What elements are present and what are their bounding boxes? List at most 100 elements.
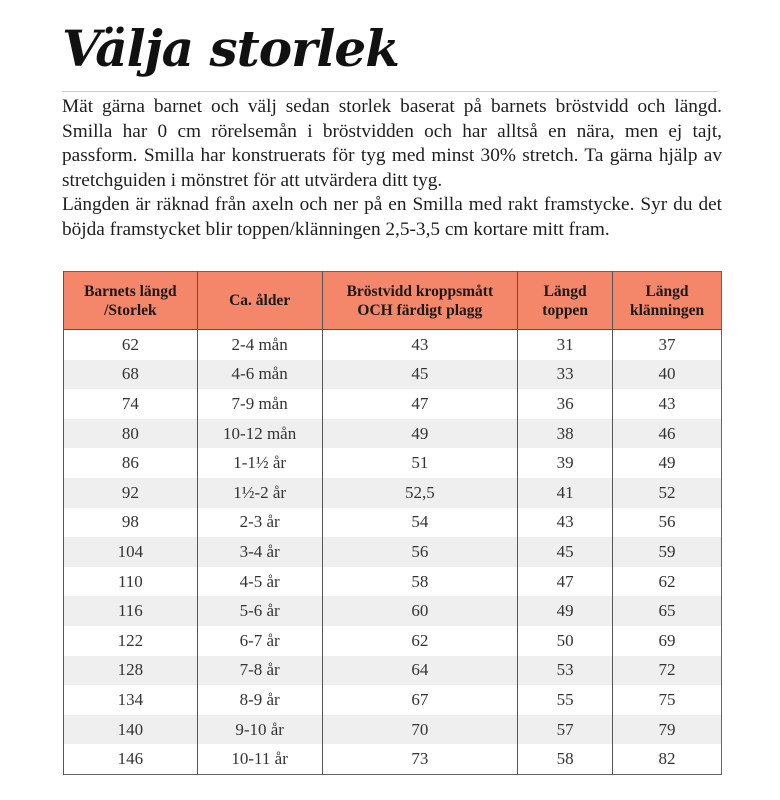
table-cell: 70 [321,714,518,745]
intro-paragraph: Mät gärna barnet och välj sedan storlek … [62,96,722,191]
table-cell: 10-12 mån [196,418,323,449]
table-cell: 82 [612,744,722,775]
table-row: 110 4-5 år 58 47 62 [63,566,722,597]
table-cell: 43 [517,507,613,538]
table-cell: 9-10 år [196,714,323,745]
table-cell: 4-5 år [196,566,323,597]
table-cell: 47 [517,566,613,597]
table-cell: 62 [321,625,518,656]
table-cell: 62 [612,566,722,597]
table-row: 68 4-6 mån 45 33 40 [63,359,722,390]
table-cell: 57 [517,714,613,745]
column-header-line: Ca. ålder [229,292,291,309]
table-cell: 1-1½ år [196,448,323,478]
table-cell: 7-9 mån [196,389,323,419]
table-cell: 2-3 år [196,507,323,538]
table-cell: 74 [63,389,198,419]
column-header-line: OCH färdigt plagg [357,301,483,319]
column-header-line: /Storlek [104,301,157,319]
table-cell: 6-7 år [196,625,323,656]
size-table: Barnets längd/Storlek Ca. ålder Bröstvidd … [63,271,722,775]
table-cell: 86 [63,448,198,478]
table-cell: 37 [612,329,722,360]
table-cell: 92 [63,477,198,508]
table-row: 80 10-12 mån 49 38 46 [63,418,722,449]
table-cell: 38 [517,418,613,449]
table-cell: 3-4 år [196,537,323,567]
table-cell: 8-9 år [196,685,323,715]
table-cell: 79 [612,714,722,745]
table-cell: 98 [63,507,198,538]
table-row: 134 8-9 år 67 55 75 [63,685,722,715]
table-row: 62 2-4 mån 43 31 37 [63,329,722,360]
table-cell: 140 [63,714,198,745]
table-cell: 51 [321,448,518,478]
table-cell: 36 [517,389,613,419]
table-row: 146 10-11 år 73 58 82 [63,744,722,775]
column-header-line: Längd [645,282,689,300]
table-row: 122 6-7 år 62 50 69 [63,625,722,656]
table-cell: 45 [321,359,518,390]
column-header-line: toppen [542,301,588,319]
table-row: 98 2-3 år 54 43 56 [63,507,722,538]
column-header: Längd klänningen [612,271,722,330]
table-row: 86 1-1½ år 51 39 49 [63,448,722,478]
table-cell: 58 [321,566,518,597]
table-cell: 58 [517,744,613,775]
table-header-row: Barnets längd/Storlek Ca. ålder Bröstvidd … [63,271,722,330]
column-header-line: klänningen [629,301,705,319]
table-cell: 43 [321,329,518,360]
table-cell: 73 [321,744,518,775]
table-cell: 49 [517,596,613,626]
table-cell: 80 [63,418,198,449]
table-cell: 46 [612,418,722,449]
table-cell: 56 [612,507,722,538]
table-cell: 45 [517,537,613,567]
table-cell: 67 [321,685,518,715]
column-header: Ca. ålder [196,271,323,330]
table-cell: 62 [63,329,198,360]
table-cell: 41 [517,477,613,508]
table-cell: 10-11 år [196,744,323,775]
table-cell: 47 [321,389,518,419]
table-cell: 68 [63,359,198,390]
intro-paragraph: Längden är räknad från axeln och ner på … [62,194,722,240]
table-cell: 1½-2 år [196,477,323,508]
table-row: 104 3-4 år 56 45 59 [63,537,722,567]
table-row: 116 5-6 år 60 49 65 [63,596,722,626]
table-cell: 33 [517,359,613,390]
column-header-line: Barnets längd [84,282,177,300]
table-cell: 110 [63,566,198,597]
table-cell: 104 [63,537,198,567]
table-cell: 65 [612,596,722,626]
table-cell: 2-4 mån [196,329,323,360]
table-cell: 72 [612,655,722,686]
table-cell: 54 [321,507,518,538]
table-cell: 56 [321,537,518,567]
table-row: 74 7-9 mån 47 36 43 [63,389,722,419]
table-cell: 4-6 mån [196,359,323,390]
table-cell: 64 [321,655,518,686]
table-cell: 146 [63,744,198,775]
table-cell: 52,5 [321,477,518,508]
column-header-line: Längd [543,282,587,300]
table-cell: 31 [517,329,613,360]
column-header: Barnets längd/Storlek [63,271,198,330]
table-cell: 50 [517,625,613,656]
title-divider [62,91,718,92]
table-cell: 75 [612,685,722,715]
column-header-line: Bröstvidd kroppsmått [346,282,494,300]
intro-text: Mät gärna barnet och välj sedan storlek … [62,95,722,242]
table-row: 128 7-8 år 64 53 72 [63,655,722,686]
page-title: Välja storlek [62,19,400,78]
table-cell: 128 [63,655,198,686]
table-cell: 43 [612,389,722,419]
column-header: Längd toppen [517,271,613,330]
table-row: 140 9-10 år 70 57 79 [63,714,722,745]
table-cell: 7-8 år [196,655,323,686]
table-cell: 59 [612,537,722,567]
table-cell: 60 [321,596,518,626]
table-cell: 69 [612,625,722,656]
table-cell: 116 [63,596,198,626]
table-cell: 53 [517,655,613,686]
